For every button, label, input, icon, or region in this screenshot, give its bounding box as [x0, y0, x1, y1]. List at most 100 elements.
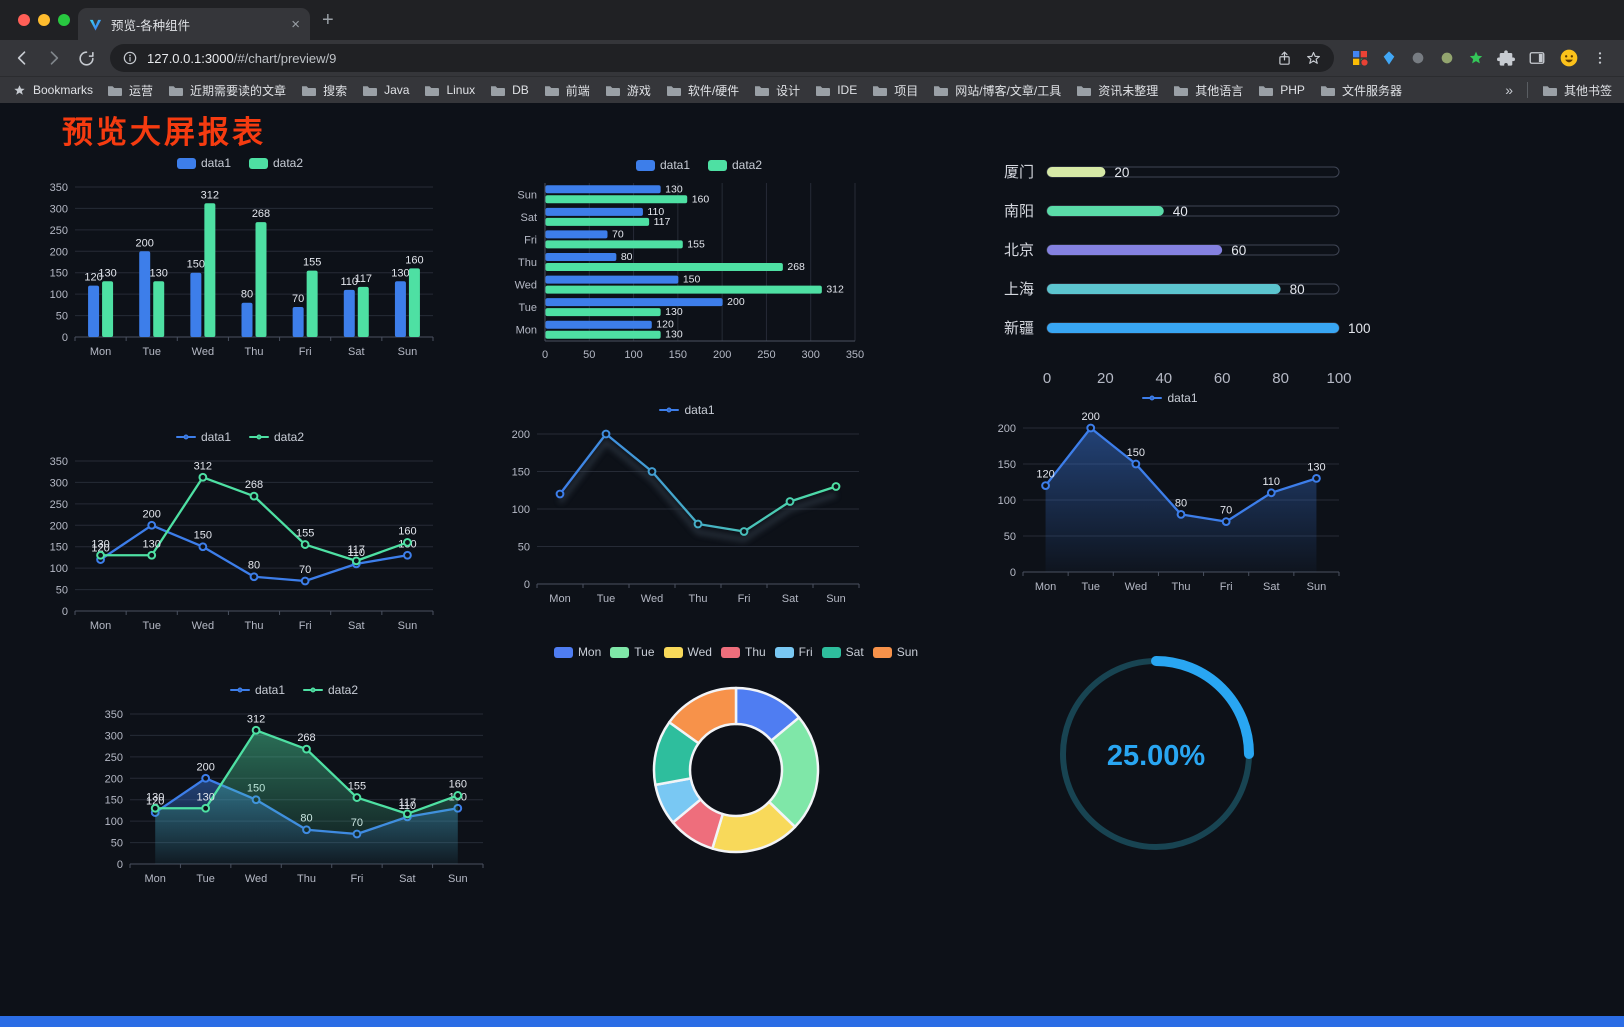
reload-button[interactable]: [72, 44, 100, 72]
bar: [292, 307, 304, 337]
svg-text:0: 0: [117, 859, 123, 871]
legend-item[interactable]: Mon: [553, 645, 601, 659]
side-panel-icon[interactable]: [1528, 49, 1546, 67]
bookmarks-overflow-chevron[interactable]: »: [1505, 82, 1513, 98]
legend-item[interactable]: data1: [1142, 391, 1198, 405]
menu-kebab-icon[interactable]: [1592, 50, 1608, 66]
svg-text:350: 350: [105, 709, 123, 721]
data-point: [150, 803, 160, 813]
data-point: [402, 809, 412, 819]
svg-text:130: 130: [665, 329, 683, 341]
bookmark-item[interactable]: 资讯未整理: [1076, 82, 1158, 99]
chart-legend: data1: [497, 398, 877, 422]
bookmark-item[interactable]: 软件/硬件: [666, 82, 739, 99]
legend-item[interactable]: data1: [229, 683, 285, 697]
bookmark-item[interactable]: 近期需要读的文章: [168, 82, 286, 99]
legend-item[interactable]: Thu: [720, 645, 766, 659]
bookmark-item[interactable]: 前端: [544, 82, 590, 99]
bookmark-item[interactable]: 运营: [107, 82, 153, 99]
svg-text:160: 160: [398, 525, 416, 537]
circle-extension-icon-2[interactable]: [1439, 50, 1455, 66]
bar: [545, 285, 822, 294]
bookmark-item[interactable]: 搜索: [301, 82, 347, 99]
svg-text:80: 80: [621, 251, 633, 263]
legend-line-icon: [249, 434, 269, 440]
bookmark-item[interactable]: IDE: [815, 83, 857, 97]
legend-item[interactable]: Fri: [774, 645, 813, 659]
svg-text:110: 110: [399, 800, 417, 812]
bookmark-item[interactable]: 网站/博客/文章/工具: [933, 82, 1061, 99]
svg-text:Thu: Thu: [689, 593, 708, 605]
extension-grid-icon[interactable]: [1352, 50, 1368, 66]
kite-extension-icon[interactable]: [1381, 50, 1397, 66]
svg-text:130: 130: [391, 267, 409, 279]
svg-text:117: 117: [348, 544, 366, 556]
browser-tab[interactable]: 预览-各种组件 ×: [78, 8, 310, 40]
svg-text:50: 50: [56, 311, 68, 323]
svg-text:Wed: Wed: [1125, 581, 1147, 593]
folder-icon: [934, 85, 949, 96]
bookmark-item[interactable]: Linux: [424, 83, 475, 97]
svg-text:新疆: 新疆: [1004, 320, 1034, 337]
bookmark-item[interactable]: 文件服务器: [1320, 82, 1402, 99]
star-extension-icon[interactable]: [1468, 50, 1484, 66]
address-bar[interactable]: 127.0.0.1:3000/#/chart/preview/9: [110, 44, 1334, 72]
minimize-window-button[interactable]: [38, 14, 50, 26]
data-point: [1312, 474, 1321, 483]
bookmark-item[interactable]: 项目: [872, 82, 918, 99]
site-info-icon[interactable]: [122, 50, 138, 66]
legend-item[interactable]: data2: [249, 156, 303, 170]
legend-item[interactable]: Wed: [663, 645, 712, 659]
legend-item[interactable]: data1: [175, 430, 231, 444]
share-icon[interactable]: [1276, 50, 1293, 67]
profile-avatar[interactable]: [1559, 48, 1579, 68]
zoom-window-button[interactable]: [58, 14, 70, 26]
forward-button[interactable]: [40, 44, 68, 72]
svg-text:150: 150: [50, 542, 68, 554]
other-bookmarks[interactable]: 其他书签: [1542, 82, 1612, 99]
bookmark-item[interactable]: 游戏: [605, 82, 651, 99]
back-button[interactable]: [8, 44, 36, 72]
svg-text:350: 350: [50, 456, 68, 468]
bookmark-item[interactable]: PHP: [1258, 83, 1305, 97]
new-tab-button[interactable]: +: [322, 9, 334, 31]
bookmarks-manager[interactable]: Bookmarks: [12, 83, 93, 98]
close-window-button[interactable]: [18, 14, 30, 26]
area-two-canvas: 0 50 100 150 200 250 300 350 Mon Tue Wed Thu Fri Sat S…: [105, 709, 484, 885]
folder-icon: [755, 85, 770, 96]
data-point: [831, 482, 841, 491]
bar: [545, 240, 683, 249]
data-point: [249, 572, 259, 582]
legend-item[interactable]: Tue: [610, 645, 655, 659]
legend-item[interactable]: data2: [249, 430, 304, 444]
bar: [545, 207, 643, 216]
svg-text:0: 0: [1043, 370, 1051, 387]
legend-item[interactable]: data1: [635, 158, 690, 172]
legend-item[interactable]: Sun: [872, 645, 918, 659]
bar-vertical-chart: data1 data2 0 50 100 150 200 250 300 350 Mon Tue Wed…: [35, 151, 445, 367]
bookmark-item[interactable]: 设计: [754, 82, 800, 99]
data-point: [201, 803, 211, 813]
svg-text:20: 20: [1097, 370, 1114, 387]
bookmark-item[interactable]: Java: [362, 83, 409, 97]
area-two-chart: data1 data2 0 50 100 150 200 250 300 350 Mon Tue Wed…: [90, 678, 498, 896]
svg-text:268: 268: [252, 208, 270, 220]
legend-item[interactable]: data2: [708, 158, 762, 172]
puzzle-extensions-icon[interactable]: [1497, 49, 1515, 67]
legend-item[interactable]: data1: [176, 156, 231, 170]
legend-item[interactable]: data1: [659, 403, 715, 417]
legend-item[interactable]: Sat: [821, 645, 864, 659]
svg-text:Fri: Fri: [738, 593, 751, 605]
folder-icon: [666, 85, 681, 96]
tab-close-icon[interactable]: ×: [291, 15, 300, 33]
legend-item[interactable]: data2: [303, 683, 358, 697]
svg-text:Tue: Tue: [142, 346, 161, 358]
svg-text:155: 155: [296, 528, 314, 540]
bookmark-item[interactable]: 其他语言: [1173, 82, 1243, 99]
folder-icon: [544, 85, 559, 96]
circle-extension-icon[interactable]: [1410, 50, 1426, 66]
bookmark-item[interactable]: DB: [490, 83, 529, 97]
bookmark-star-icon[interactable]: [1305, 50, 1322, 67]
progress-fill: [1047, 323, 1339, 333]
svg-text:150: 150: [50, 268, 68, 280]
